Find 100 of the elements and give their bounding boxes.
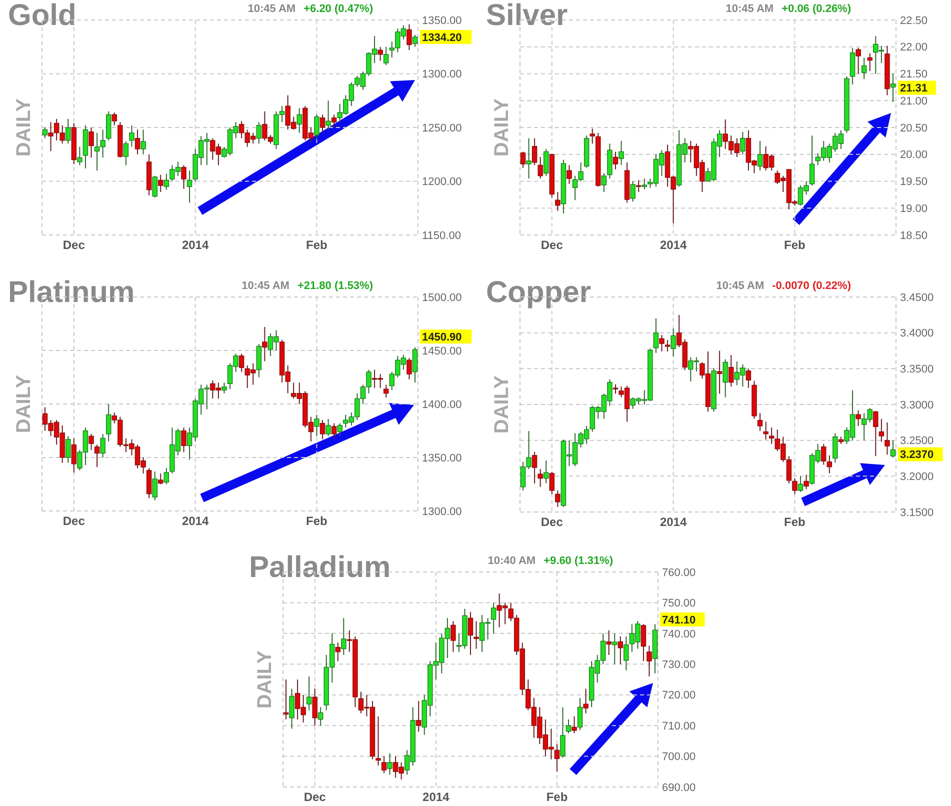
candlestick xyxy=(158,174,164,192)
candlestick xyxy=(538,468,543,488)
y-tick-label: 760.00 xyxy=(662,566,696,579)
text: +9.60 (1.31%) xyxy=(544,555,614,567)
text: 10:45 AM xyxy=(716,280,764,292)
y-tick-label: 22.50 xyxy=(900,14,928,27)
candlestick xyxy=(826,454,832,474)
candlestick xyxy=(804,474,809,490)
candlestick xyxy=(181,164,186,190)
y-tick-label: 1350.00 xyxy=(422,14,462,27)
candlestick xyxy=(296,108,302,134)
candlestick xyxy=(554,744,560,772)
candlestick xyxy=(636,180,642,192)
candlestick xyxy=(555,192,560,212)
text: 3.2370 xyxy=(900,449,934,462)
y-axis-title: DAILY xyxy=(254,650,276,709)
candlestick xyxy=(77,146,82,166)
x-tick-label: 2014 xyxy=(182,514,209,528)
candlestick xyxy=(71,438,77,473)
candlestick xyxy=(256,122,262,144)
candlestick xyxy=(606,630,612,656)
candlestick xyxy=(884,422,890,456)
candlestick xyxy=(376,716,381,766)
y-tick-label: 1250.00 xyxy=(422,122,462,134)
text: 21.31 xyxy=(900,82,928,95)
candlestick xyxy=(640,624,646,662)
x-tick-label: Feb xyxy=(306,238,328,252)
candlestick xyxy=(520,151,526,168)
x-tick-label: Dec xyxy=(304,790,326,804)
candlestick xyxy=(412,346,418,384)
candlestick xyxy=(383,46,389,66)
candlestick xyxy=(129,124,134,148)
candlestick xyxy=(549,471,555,495)
text: +21.80 (1.53%) xyxy=(297,280,374,292)
y-tick-label: 20.50 xyxy=(900,122,928,134)
y-tick-label: 710.00 xyxy=(662,720,696,732)
text: +0.06 (0.26%) xyxy=(782,3,852,15)
candlestick xyxy=(856,47,861,74)
candlestick xyxy=(331,114,337,128)
candlestick xyxy=(320,114,326,134)
text: 10:45 AM xyxy=(242,280,290,292)
x-tick-label: Feb xyxy=(306,514,328,528)
candlestick xyxy=(768,426,774,444)
candlestick xyxy=(106,110,112,141)
y-tick-label: 730.00 xyxy=(662,658,696,671)
candlestick xyxy=(331,422,337,439)
candlestick xyxy=(526,138,532,180)
candlestick xyxy=(289,688,294,730)
chart-title: Copper xyxy=(486,276,592,309)
candlestick xyxy=(763,421,768,440)
candlestick xyxy=(646,645,652,677)
candlestick xyxy=(746,368,752,389)
candlestick xyxy=(140,129,146,155)
y-tick-label: 3.4000 xyxy=(900,328,934,340)
chart-title: Gold xyxy=(8,0,76,32)
candlestick xyxy=(106,404,112,442)
candlestick xyxy=(383,384,389,398)
candlestick xyxy=(164,468,170,485)
candlestick xyxy=(532,138,538,166)
candlestick xyxy=(878,418,884,442)
candlestick xyxy=(722,358,728,398)
candlestick xyxy=(861,57,867,80)
text: 10:45 AM xyxy=(726,3,774,15)
x-tick-label: Dec xyxy=(540,238,564,252)
text: -0.0070 (0.22%) xyxy=(772,280,852,292)
y-tick-label: 740.00 xyxy=(662,628,696,640)
x-tick-label: 2014 xyxy=(182,238,209,252)
y-tick-label: 22.00 xyxy=(900,42,928,54)
candlestick xyxy=(186,170,192,204)
candlestick xyxy=(670,328,676,357)
candlestick xyxy=(262,326,268,362)
y-tick-label: 1450.00 xyxy=(422,345,462,358)
y-axis-title: DAILY xyxy=(491,98,513,157)
candlestick xyxy=(890,440,896,458)
candlestick xyxy=(406,24,412,51)
candlestick xyxy=(873,410,878,457)
candlestick xyxy=(112,112,117,126)
candlestick xyxy=(146,468,152,499)
candlestick xyxy=(66,436,71,464)
candlestick xyxy=(314,114,320,139)
candlestick xyxy=(387,752,392,776)
candlestick xyxy=(416,700,422,732)
candlestick xyxy=(618,636,624,665)
candlestick xyxy=(612,632,618,665)
y-tick-label: 1350.00 xyxy=(422,452,462,464)
x-tick-label: 2014 xyxy=(660,238,687,252)
candlestick xyxy=(890,73,896,102)
candlestick xyxy=(312,688,318,726)
y-tick-label: 1400.00 xyxy=(422,398,462,411)
candlestick xyxy=(560,706,566,758)
candlestick xyxy=(664,340,670,352)
chart-title: Platinum xyxy=(8,276,135,309)
x-tick-label: Dec xyxy=(62,514,86,528)
candlestick xyxy=(474,620,479,650)
candlestick xyxy=(798,476,804,492)
candlestick xyxy=(66,118,71,144)
x-tick-label: Feb xyxy=(784,238,806,252)
candlestick xyxy=(757,412,763,432)
candlestick xyxy=(42,127,48,139)
x-tick-label: 2014 xyxy=(660,515,687,529)
